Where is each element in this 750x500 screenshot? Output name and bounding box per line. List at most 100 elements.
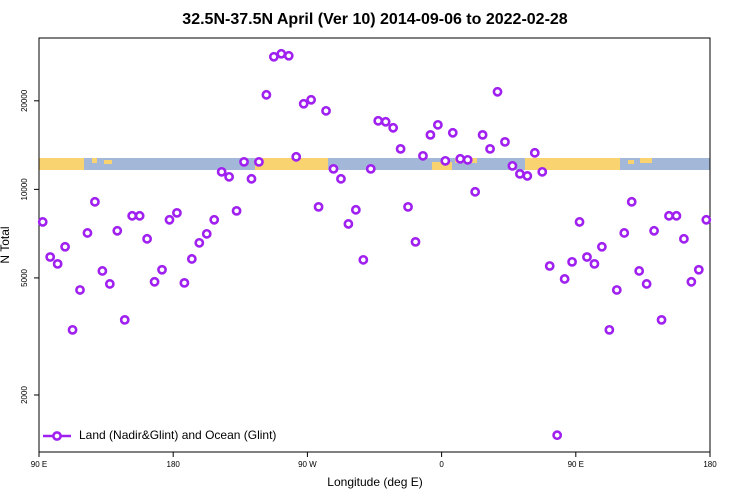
data-point xyxy=(514,168,525,179)
data-point xyxy=(119,314,130,325)
data-point xyxy=(537,166,548,177)
y-axis-label: N Total xyxy=(0,226,12,263)
data-point xyxy=(701,214,712,225)
data-point xyxy=(559,274,570,284)
plot-frame xyxy=(38,37,711,453)
data-point xyxy=(485,143,495,154)
data-point xyxy=(104,279,115,289)
data-point xyxy=(45,252,56,262)
data-point xyxy=(298,98,309,109)
data-point xyxy=(500,136,510,147)
data-point xyxy=(649,225,659,236)
data-point xyxy=(679,233,689,244)
data-point xyxy=(60,241,70,252)
data-point xyxy=(186,254,197,264)
data-point xyxy=(358,254,369,265)
data-point xyxy=(231,205,242,216)
y-tick-label: 10000 xyxy=(20,178,29,201)
data-point xyxy=(552,430,563,441)
data-point xyxy=(596,241,607,252)
data-point xyxy=(209,214,220,225)
data-point xyxy=(321,105,331,116)
data-point xyxy=(582,252,592,262)
data-point xyxy=(574,217,585,227)
data-point xyxy=(604,324,615,335)
data-point xyxy=(291,151,302,162)
data-point xyxy=(172,207,182,218)
data-point xyxy=(216,166,227,177)
data-point xyxy=(179,277,190,288)
data-point xyxy=(693,264,704,275)
data-point xyxy=(403,201,413,212)
data-point xyxy=(440,155,451,166)
data-point xyxy=(470,186,481,197)
data-point xyxy=(246,173,257,184)
data-point xyxy=(507,160,518,171)
data-point xyxy=(164,214,175,225)
data-point xyxy=(418,150,428,161)
x-tick-label: 180 xyxy=(703,460,717,469)
data-point xyxy=(194,237,205,248)
data-point xyxy=(97,266,108,276)
data-point xyxy=(37,217,48,227)
data-point xyxy=(567,256,577,267)
data-point xyxy=(149,276,160,287)
y-tick-label: 2000 xyxy=(20,386,29,404)
data-point xyxy=(626,196,637,207)
data-point xyxy=(261,89,272,100)
data-point xyxy=(276,48,287,59)
y-tick-label: 5000 xyxy=(20,268,29,286)
data-point xyxy=(283,50,294,61)
data-point xyxy=(462,154,473,165)
data-point xyxy=(589,258,600,269)
data-point xyxy=(313,201,324,212)
data-point xyxy=(157,264,167,275)
x-tick-label: 0 xyxy=(439,460,444,469)
x-tick-label: 90 E xyxy=(568,460,584,469)
data-point xyxy=(447,127,458,138)
data-point xyxy=(410,236,421,247)
legend-marker xyxy=(52,431,62,441)
data-point xyxy=(201,228,212,239)
data-point xyxy=(492,86,503,97)
x-tick-label: 180 xyxy=(167,460,181,469)
data-point xyxy=(641,279,652,289)
data-point xyxy=(142,233,153,244)
data-point xyxy=(82,228,93,238)
data-point xyxy=(529,147,540,158)
data-point xyxy=(268,51,279,62)
data-point xyxy=(611,285,622,295)
data-point xyxy=(686,276,697,287)
data-point xyxy=(619,228,630,238)
data-point xyxy=(373,115,384,126)
data-point xyxy=(343,219,354,229)
data-point xyxy=(134,210,145,221)
legend-label: Land (Nadir&Glint) and Ocean (Glint) xyxy=(79,428,276,442)
data-point xyxy=(432,119,443,130)
data-point xyxy=(477,129,488,140)
x-tick-label: 90 W xyxy=(298,460,317,469)
data-point xyxy=(350,204,361,215)
data-point xyxy=(544,261,555,271)
data-point xyxy=(522,171,533,181)
data-point xyxy=(395,143,406,154)
data-point xyxy=(239,156,249,167)
data-point xyxy=(634,266,645,276)
data-point xyxy=(75,285,85,295)
data-point xyxy=(52,258,63,269)
data-point xyxy=(671,210,682,221)
data-point xyxy=(328,163,339,174)
data-point xyxy=(336,173,346,184)
data-point xyxy=(67,324,78,335)
y-tick-label: 20000 xyxy=(20,89,29,112)
data-point xyxy=(380,116,391,127)
data-point xyxy=(127,210,138,221)
data-point xyxy=(306,94,317,105)
data-point xyxy=(112,225,123,236)
data-point xyxy=(224,171,235,182)
data-point xyxy=(664,210,674,221)
chart-title: 32.5N-37.5N April (Ver 10) 2014-09-06 to… xyxy=(182,11,568,28)
data-point xyxy=(388,122,399,133)
data-point xyxy=(656,314,667,325)
